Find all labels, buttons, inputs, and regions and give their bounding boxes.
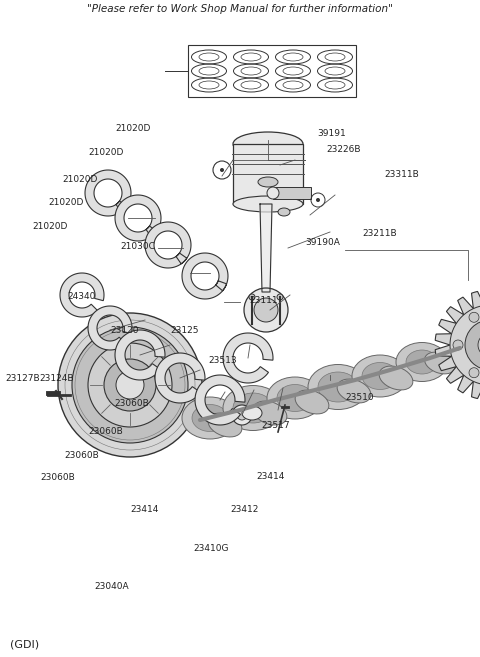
Ellipse shape <box>253 401 287 425</box>
Text: 23111: 23111 <box>250 296 278 305</box>
Ellipse shape <box>425 352 456 374</box>
Ellipse shape <box>277 384 313 411</box>
Circle shape <box>316 198 320 202</box>
Circle shape <box>244 288 288 332</box>
Ellipse shape <box>352 355 408 397</box>
Circle shape <box>88 343 172 427</box>
Polygon shape <box>435 290 480 400</box>
Ellipse shape <box>406 350 438 374</box>
Text: (GDI): (GDI) <box>10 639 39 649</box>
Ellipse shape <box>267 377 323 419</box>
Circle shape <box>58 313 202 457</box>
Polygon shape <box>115 330 165 380</box>
Text: 23211B: 23211B <box>362 229 397 238</box>
Text: 23124B: 23124B <box>40 374 74 384</box>
Text: 23125: 23125 <box>170 326 199 335</box>
Ellipse shape <box>396 342 448 382</box>
Circle shape <box>104 359 156 411</box>
Ellipse shape <box>308 365 368 409</box>
Ellipse shape <box>192 405 228 432</box>
Text: 23510: 23510 <box>346 393 374 402</box>
Text: 23226B: 23226B <box>326 145 361 154</box>
Ellipse shape <box>379 366 413 390</box>
Text: 23513: 23513 <box>209 355 238 365</box>
Circle shape <box>249 294 255 300</box>
Circle shape <box>254 298 278 322</box>
Circle shape <box>116 371 144 399</box>
Text: 23517: 23517 <box>262 421 290 430</box>
Bar <box>273 187 311 199</box>
Text: 23414: 23414 <box>257 472 285 482</box>
Text: 23060B: 23060B <box>41 473 75 482</box>
Ellipse shape <box>318 372 358 402</box>
Circle shape <box>453 340 463 350</box>
Ellipse shape <box>233 196 303 212</box>
Ellipse shape <box>295 390 329 414</box>
Ellipse shape <box>258 177 278 187</box>
Text: 23414: 23414 <box>130 505 158 514</box>
Circle shape <box>232 405 252 425</box>
Bar <box>233 144 303 204</box>
Text: 23410G: 23410G <box>193 544 229 553</box>
Ellipse shape <box>223 386 283 430</box>
Ellipse shape <box>242 406 262 420</box>
Text: 23060B: 23060B <box>114 399 149 408</box>
Text: 21030C: 21030C <box>120 242 155 251</box>
Ellipse shape <box>267 187 279 199</box>
Polygon shape <box>223 333 273 383</box>
Text: 21020D: 21020D <box>33 222 68 231</box>
Circle shape <box>469 368 479 378</box>
Text: 23127B: 23127B <box>6 374 40 384</box>
Text: 23040A: 23040A <box>94 582 129 591</box>
Text: 23060B: 23060B <box>65 451 99 460</box>
Polygon shape <box>60 273 104 317</box>
Polygon shape <box>88 306 132 350</box>
Circle shape <box>469 312 479 323</box>
Text: 21020D: 21020D <box>62 175 98 184</box>
Text: 23120: 23120 <box>111 326 139 335</box>
Ellipse shape <box>233 132 303 156</box>
Ellipse shape <box>233 393 273 423</box>
Polygon shape <box>85 170 131 216</box>
Polygon shape <box>260 204 272 292</box>
Polygon shape <box>155 353 205 403</box>
Text: 39190A: 39190A <box>305 238 340 247</box>
Polygon shape <box>115 195 161 241</box>
Bar <box>188 45 356 97</box>
Polygon shape <box>195 375 245 425</box>
Circle shape <box>450 305 480 385</box>
Circle shape <box>237 410 247 420</box>
Text: "Please refer to Work Shop Manual for further information": "Please refer to Work Shop Manual for fu… <box>87 5 393 14</box>
Ellipse shape <box>278 208 290 216</box>
Polygon shape <box>145 222 191 268</box>
Circle shape <box>478 333 480 357</box>
Text: 24340: 24340 <box>67 292 96 301</box>
Text: 39191: 39191 <box>317 129 346 138</box>
Circle shape <box>72 327 188 443</box>
Polygon shape <box>182 253 228 299</box>
Ellipse shape <box>182 397 238 439</box>
Circle shape <box>277 294 283 300</box>
Text: 23412: 23412 <box>230 505 259 514</box>
Ellipse shape <box>362 363 398 390</box>
Ellipse shape <box>208 413 242 437</box>
Text: 21020D: 21020D <box>48 198 84 208</box>
Circle shape <box>220 168 224 172</box>
Text: 23060B: 23060B <box>89 427 123 436</box>
Ellipse shape <box>337 379 371 403</box>
Text: 23311B: 23311B <box>384 170 419 179</box>
Circle shape <box>465 320 480 370</box>
Text: 21020D: 21020D <box>89 148 124 158</box>
Text: 21020D: 21020D <box>115 124 151 133</box>
